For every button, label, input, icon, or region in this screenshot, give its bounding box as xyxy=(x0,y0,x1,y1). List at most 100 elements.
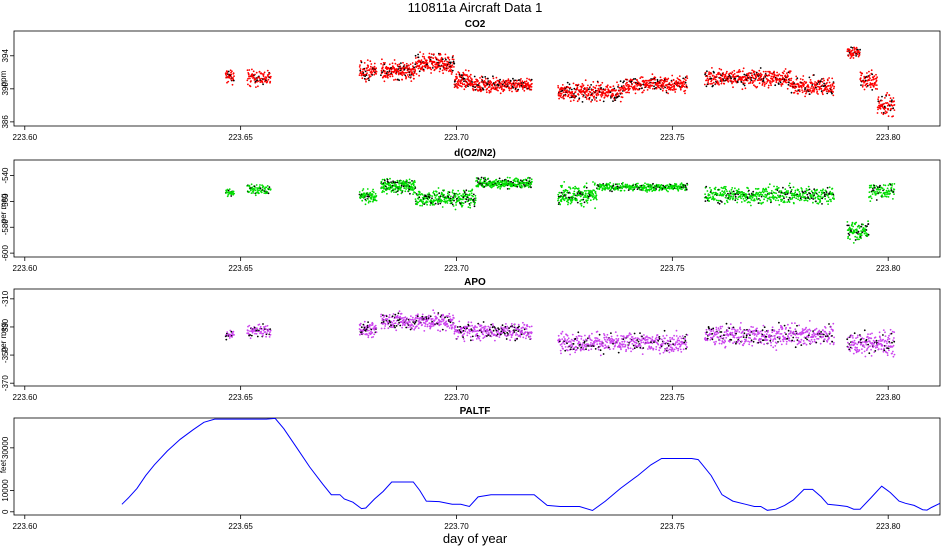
point-apo-188 xyxy=(375,327,378,329)
point-co2-499 xyxy=(430,68,433,71)
point-apo-228 xyxy=(388,314,391,316)
point-o2n2-816 xyxy=(506,176,509,179)
point-co2-87 xyxy=(258,70,261,73)
point-co2-1955 xyxy=(769,82,772,85)
point-co2-1471 xyxy=(648,82,650,85)
point-co2-650 xyxy=(457,86,459,89)
point-o2n2-287 xyxy=(396,193,399,196)
point-o2n2-1928 xyxy=(827,196,830,199)
point-o2n2-2125 xyxy=(887,184,890,187)
point-co2-983 xyxy=(521,83,524,86)
point-co2-2211 xyxy=(824,88,827,91)
point-co2-618 xyxy=(451,64,454,66)
point-o2n2-540 xyxy=(447,199,449,202)
point-o2n2-516 xyxy=(441,206,444,208)
point-o2n2-1687 xyxy=(765,188,768,191)
point-o2n2-669 xyxy=(474,199,477,202)
point-o2n2-1507 xyxy=(718,202,721,205)
point-co2-2203 xyxy=(823,79,825,82)
point-co2-14 xyxy=(227,70,230,73)
point-co2-731 xyxy=(471,78,473,80)
point-co2-1776 xyxy=(731,82,733,85)
point-apo-88 xyxy=(263,326,266,329)
point-o2n2-878 xyxy=(520,183,522,185)
point-o2n2-1067 xyxy=(583,190,586,192)
point-co2-579 xyxy=(444,53,447,56)
point-co2-510 xyxy=(432,57,435,60)
point-o2n2-10 xyxy=(227,189,230,192)
point-co2-188 xyxy=(371,71,373,74)
point-co2-285 xyxy=(393,79,395,81)
point-co2-1406 xyxy=(634,85,636,87)
point-o2n2-2091 xyxy=(878,186,881,189)
point-o2n2-1819 xyxy=(799,194,802,197)
point-o2n2-173 xyxy=(372,188,374,191)
point-apo-33 xyxy=(247,325,249,328)
point-co2-1693 xyxy=(713,71,715,74)
point-o2n2-1593 xyxy=(740,201,743,203)
point-co2-1018 xyxy=(528,88,531,91)
point-co2-158 xyxy=(364,70,367,73)
point-o2n2-1328 xyxy=(652,182,654,185)
series-o2n2 xyxy=(224,176,896,244)
point-o2n2-1380 xyxy=(666,184,669,187)
point-co2-73 xyxy=(255,86,257,88)
point-apo-283 xyxy=(401,317,404,319)
point-apo-202 xyxy=(382,321,385,323)
point-co2-1290 xyxy=(609,86,612,88)
point-co2-1895 xyxy=(756,79,759,82)
point-o2n2-1717 xyxy=(773,185,775,188)
point-co2-230 xyxy=(383,80,386,83)
point-co2-396 xyxy=(412,68,415,71)
point-o2n2-866 xyxy=(517,178,520,181)
point-co2-2142 xyxy=(810,87,812,89)
point-apo-116 xyxy=(359,322,362,325)
point-o2n2-1799 xyxy=(794,191,797,194)
point-o2n2-1517 xyxy=(721,190,724,193)
point-co2-2181 xyxy=(818,83,821,85)
point-co2-494 xyxy=(429,66,432,69)
point-apo-147 xyxy=(366,329,369,332)
point-co2-1718 xyxy=(718,67,721,70)
point-co2-318 xyxy=(398,67,401,70)
point-co2-1276 xyxy=(606,84,609,87)
point-o2n2-1106 xyxy=(591,191,594,193)
point-co2-546 xyxy=(438,70,441,73)
point-o2n2-1616 xyxy=(746,197,749,200)
point-o2n2-123 xyxy=(361,199,364,202)
point-co2-805 xyxy=(485,91,488,94)
point-co2-1030 xyxy=(557,85,559,87)
point-o2n2-1348 xyxy=(657,185,660,188)
point-o2n2-591 xyxy=(458,195,460,198)
point-co2-1688 xyxy=(712,84,714,87)
point-o2n2-1745 xyxy=(780,200,783,203)
point-co2-102 xyxy=(262,75,265,78)
point-co2-558 xyxy=(440,56,443,59)
plot-frame-o2n2 xyxy=(13,159,941,258)
point-co2-956 xyxy=(516,84,519,87)
point-o2n2-84 xyxy=(262,185,265,188)
point-o2n2-2005 xyxy=(858,238,860,241)
point-o2n2-2049 xyxy=(867,233,870,236)
point-o2n2-1868 xyxy=(812,198,815,200)
point-co2-564 xyxy=(441,58,444,61)
point-o2n2-554 xyxy=(450,195,452,198)
point-co2-602 xyxy=(448,58,451,61)
point-co2-451 xyxy=(421,65,424,68)
point-co2-2235 xyxy=(830,86,833,88)
point-o2n2-7 xyxy=(226,195,229,198)
point-co2-1617 xyxy=(679,79,682,82)
point-apo-126 xyxy=(362,332,364,335)
point-co2-1535 xyxy=(661,89,664,92)
point-apo-106 xyxy=(269,331,271,334)
point-co2-2387 xyxy=(875,84,878,86)
point-apo-56 xyxy=(254,332,256,335)
point-o2n2-1288 xyxy=(640,184,643,187)
point-o2n2-1470 xyxy=(709,186,711,189)
point-co2-2156 xyxy=(813,90,815,93)
point-co2-784 xyxy=(481,76,484,79)
point-co2-489 xyxy=(428,56,431,58)
point-co2-1303 xyxy=(612,94,615,97)
point-co2-1279 xyxy=(607,94,610,97)
point-o2n2-1790 xyxy=(792,193,794,195)
